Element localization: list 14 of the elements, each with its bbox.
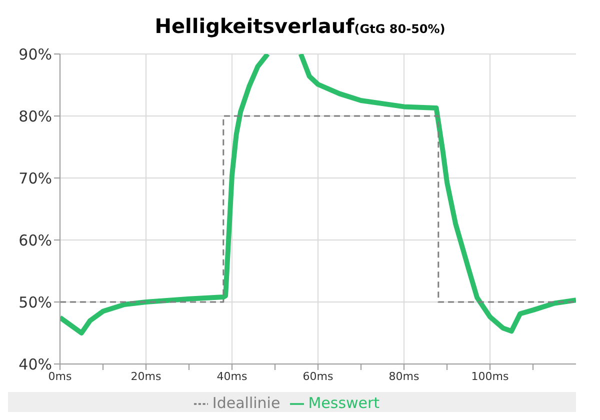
x-tick-label: 20ms bbox=[130, 370, 162, 383]
y-tick-label: 70% bbox=[18, 169, 52, 188]
y-tick-label: 80% bbox=[18, 107, 52, 126]
x-tick-label: 60ms bbox=[302, 370, 334, 383]
x-tick-label: 80ms bbox=[388, 370, 420, 383]
x-tick-label: 40ms bbox=[216, 370, 248, 383]
y-tick-label: 50% bbox=[18, 293, 52, 312]
legend-label: Messwert bbox=[308, 394, 380, 412]
x-tick-label: 100ms bbox=[471, 370, 509, 383]
chart-title: Helligkeitsverlauf bbox=[154, 14, 354, 38]
chart-subtitle: (GtG 80-50%) bbox=[354, 22, 446, 36]
legend-label: Ideallinie bbox=[212, 394, 280, 412]
y-tick-label: 60% bbox=[18, 231, 52, 250]
y-tick-label: 90% bbox=[18, 45, 52, 64]
